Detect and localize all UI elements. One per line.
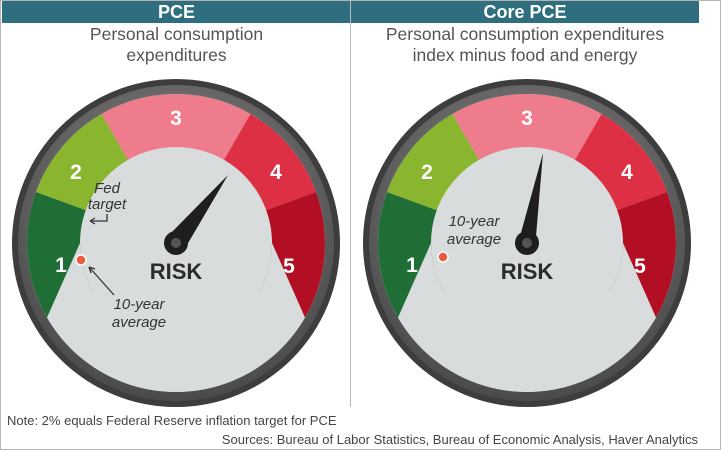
ten-year-average-arrowhead <box>88 266 96 274</box>
risk-label: RISK <box>150 259 203 284</box>
zone-3-label: 3 <box>170 107 182 130</box>
ten-year-average-marker <box>75 254 87 266</box>
fed-target-label-line2: target <box>88 196 127 213</box>
footer-sources: Sources: Bureau of Labor Statistics, Bur… <box>221 432 698 447</box>
core-pce-title: Core PCE <box>351 1 699 23</box>
zone-4-label: 4 <box>270 161 282 184</box>
ten-year-average-label-line2: average <box>112 314 166 331</box>
zone-2-label: 2 <box>70 161 82 184</box>
zone-2-label: 2 <box>421 161 433 184</box>
zone-1-label: 1 <box>55 254 67 277</box>
ten-year-average-label-line2: average <box>447 231 501 248</box>
core-pce-subtitle-line2: index minus food and energy <box>412 45 638 65</box>
zone-1-label: 1 <box>406 254 418 277</box>
needle-hub-cap <box>522 238 532 248</box>
zone-3-label: 3 <box>521 107 533 130</box>
panel-divider <box>350 1 351 407</box>
ten-year-average-label-line1: 10-year <box>449 213 501 230</box>
pce-title: PCE <box>2 1 351 23</box>
pce-subtitle-line1: Personal consumption <box>89 24 264 44</box>
fed-target-arrow <box>90 214 108 222</box>
zone-5-label: 5 <box>634 255 646 278</box>
gauge-lower-face <box>47 243 305 392</box>
ten-year-average-label-line1: 10-year <box>114 296 166 313</box>
zone-5-label: 5 <box>283 255 295 278</box>
core-pce-subtitle-line1: Personal consumption expenditures <box>385 24 665 44</box>
fed-target-arrowhead <box>89 217 96 225</box>
risk-label: RISK <box>501 259 554 284</box>
ten-year-average-marker <box>437 251 449 263</box>
zone-4-label: 4 <box>621 161 633 184</box>
gauge-needle <box>169 175 228 250</box>
core-pce-gauge: 1 2 3 4 5 RISK 10-year average <box>363 79 691 407</box>
pce-subtitle-line2: expenditures <box>126 45 227 65</box>
footer-note: Note: 2% equals Federal Reserve inflatio… <box>7 413 337 428</box>
fed-target-label-line1: Fed <box>94 180 121 197</box>
core-pce-panel: Core PCE Personal consumption expenditur… <box>351 1 699 407</box>
gauge-lower-face <box>398 243 656 392</box>
core-pce-subtitle: Personal consumption expenditures index … <box>351 24 699 66</box>
pce-subtitle: Personal consumption expenditures <box>2 24 351 66</box>
pce-panel: PCE Personal consumption expenditures <box>2 1 351 407</box>
ten-year-average-arrow <box>88 266 115 296</box>
needle-hub-cap <box>171 238 181 248</box>
pce-gauge: 1 2 3 4 5 RISK Fed target 10-year averag… <box>12 79 340 407</box>
gauge-needle <box>519 153 543 248</box>
